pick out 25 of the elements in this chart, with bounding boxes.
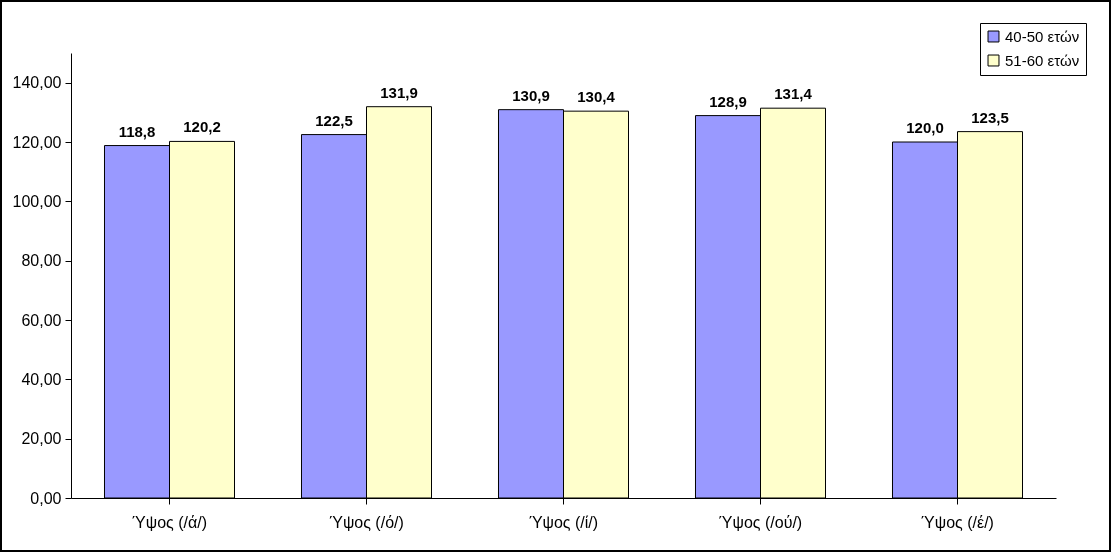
data-label: 131,9	[380, 83, 418, 101]
legend-label: 51-60 ετών	[1005, 51, 1080, 69]
y-tick-label: 80,00	[21, 252, 62, 270]
data-label: 130,9	[512, 86, 550, 104]
data-label: 120,2	[183, 118, 221, 136]
data-label: 118,8	[118, 122, 156, 140]
y-tick-label: 40,00	[21, 370, 62, 388]
y-tick-label: 0,00	[30, 489, 62, 507]
x-tick-label: Ύψος (/ί/)	[528, 513, 599, 531]
x-tick-label: Ύψος (/ά/)	[132, 513, 207, 531]
legend-label: 40-50 ετών	[1005, 27, 1080, 45]
data-label: 123,5	[971, 108, 1009, 126]
data-label: 128,9	[709, 92, 747, 110]
y-tick-label: 60,00	[21, 311, 62, 329]
x-tick-label: Ύψος (/έ/)	[921, 513, 994, 531]
y-tick-label: 20,00	[21, 430, 62, 448]
x-tick-label: Ύψος (/ό/)	[329, 513, 404, 531]
y-tick-label: 100,00	[12, 192, 62, 210]
y-tick-label: 120,00	[12, 133, 62, 151]
data-label: 122,5	[315, 111, 353, 129]
data-label: 131,4	[774, 85, 813, 103]
data-label: 130,4	[577, 88, 616, 106]
x-tick-label: Ύψος (/ού/)	[718, 513, 803, 531]
y-tick-label: 140,00	[12, 74, 62, 92]
data-label: 120,0	[906, 119, 944, 136]
